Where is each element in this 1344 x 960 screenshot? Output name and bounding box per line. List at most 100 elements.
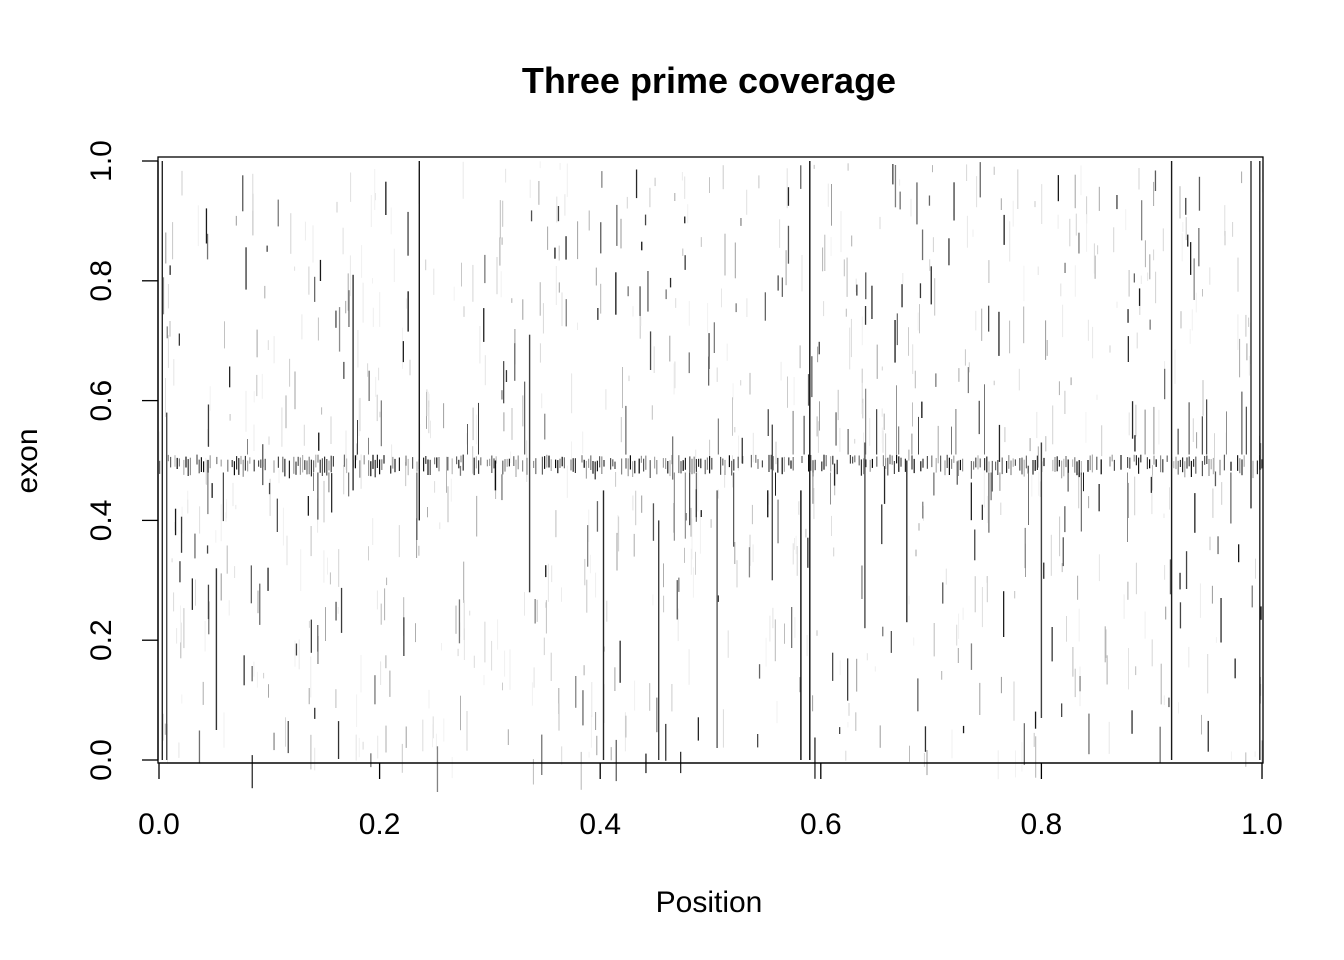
band-cell: [1208, 458, 1210, 476]
coverage-cell: [767, 490, 769, 518]
band-cell: [159, 460, 161, 474]
coverage-cell: [507, 729, 509, 745]
coverage-cell: [335, 689, 337, 708]
coverage-cell: [1152, 465, 1153, 491]
band-cell: [885, 458, 887, 469]
coverage-cell: [356, 443, 358, 461]
coverage-cell: [777, 499, 779, 544]
band-cell: [504, 459, 506, 472]
coverage-cell: [273, 336, 275, 364]
coverage-cell: [1024, 527, 1026, 569]
coverage-column: [716, 490, 718, 748]
coverage-cell: [256, 329, 258, 358]
coverage-cell: [752, 544, 754, 563]
band-cell: [227, 459, 229, 472]
coverage-cell: [695, 449, 697, 469]
band-cell: [346, 458, 348, 474]
coverage-cell: [850, 318, 852, 358]
coverage-cell: [1241, 171, 1243, 184]
band-cell: [1034, 460, 1036, 471]
band-cell: [973, 461, 975, 470]
band-cell: [801, 456, 803, 463]
band-cell: [196, 454, 198, 465]
coverage-cell: [1023, 265, 1025, 302]
band-cell: [238, 458, 240, 475]
band-cell: [324, 456, 326, 473]
coverage-cell: [1018, 368, 1020, 391]
coverage-cell: [722, 709, 724, 748]
band-cell: [1175, 456, 1177, 470]
coverage-cell: [678, 577, 680, 592]
coverage-cell: [595, 572, 597, 598]
coverage-cell: [1179, 602, 1182, 629]
coverage-cell: [717, 595, 719, 602]
coverage-cell: [970, 643, 973, 670]
band-cell: [427, 459, 429, 475]
coverage-cell: [1187, 234, 1189, 247]
band-cell: [1080, 472, 1082, 532]
band-cell: [1261, 459, 1263, 469]
coverage-cell: [1135, 562, 1137, 595]
coverage-cell: [587, 525, 589, 567]
coverage-cell: [614, 667, 616, 691]
band-cell: [953, 455, 955, 463]
coverage-cell: [402, 341, 404, 363]
band-cell: [198, 459, 200, 474]
band-cell: [222, 472, 224, 522]
band-cell: [1146, 457, 1148, 470]
band-cell: [986, 456, 988, 473]
coverage-cell: [1015, 750, 1016, 778]
coverage-cell: [1039, 481, 1041, 497]
band-cell: [451, 458, 453, 475]
coverage-cell: [1151, 639, 1153, 667]
coverage-cell: [211, 483, 213, 498]
band-cell: [1061, 460, 1063, 479]
band-cell: [682, 460, 684, 471]
coverage-cell: [443, 718, 445, 742]
coverage-cell: [360, 655, 362, 693]
coverage-cell: [976, 176, 978, 208]
coverage-cell: [932, 165, 933, 173]
coverage-cell: [1237, 314, 1239, 350]
band-cell: [1032, 460, 1034, 475]
coverage-cell: [709, 439, 711, 459]
coverage-cell: [554, 247, 556, 259]
band-cell: [1113, 459, 1115, 471]
coverage-cell: [245, 390, 247, 432]
y-tick-label: 1.0: [85, 140, 118, 182]
band-cell: [434, 457, 436, 465]
coverage-cell: [358, 737, 360, 758]
coverage-cell: [558, 282, 560, 293]
coverage-cell: [663, 563, 664, 588]
coverage-cell: [310, 656, 312, 698]
coverage-cell: [1128, 648, 1129, 690]
coverage-cell: [993, 166, 995, 175]
band-cell: [1006, 461, 1008, 473]
band-cell: [363, 455, 365, 465]
coverage-cell: [699, 515, 701, 554]
coverage-column: [1259, 161, 1261, 760]
coverage-cell: [832, 652, 834, 681]
coverage-cell: [1088, 496, 1090, 509]
band-cell: [698, 458, 700, 467]
band-cell: [882, 455, 884, 467]
coverage-cell: [1041, 184, 1043, 224]
band-cell: [911, 455, 913, 470]
band-cell: [167, 454, 169, 462]
coverage-cell: [405, 298, 407, 309]
coverage-cell: [837, 389, 839, 421]
coverage-column: [800, 490, 802, 760]
band-cell: [1067, 472, 1069, 492]
coverage-cell: [758, 175, 760, 189]
coverage-cell: [615, 272, 617, 315]
coverage-cell: [1248, 317, 1250, 327]
band-cell: [1140, 454, 1142, 463]
x-axis: 0.0 0.2 0.4 0.6 0.8 1.0: [138, 762, 1283, 841]
coverage-cell: [1162, 228, 1164, 252]
band-cell: [1153, 406, 1155, 455]
coverage-cell: [337, 721, 340, 759]
coverage-cell: [439, 522, 441, 530]
coverage-cell: [588, 509, 590, 542]
coverage-cell: [800, 165, 802, 189]
